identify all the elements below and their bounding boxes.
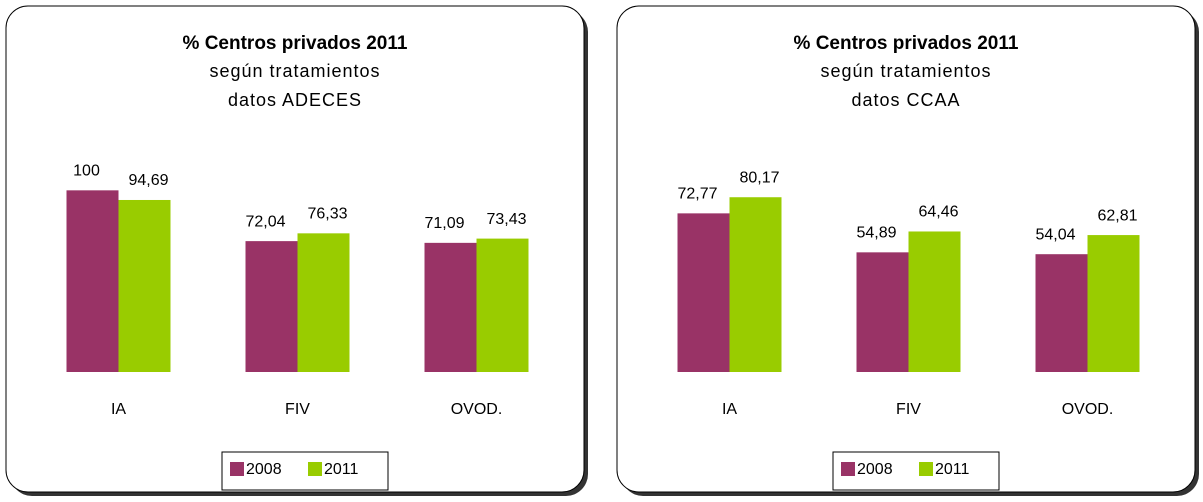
bar — [476, 238, 529, 372]
legend-box — [221, 451, 389, 491]
data-label: 54,89 — [856, 225, 896, 242]
chart-title: % Centros privados 2011 — [183, 33, 408, 54]
legend-swatch — [230, 462, 244, 476]
data-label: 71,09 — [424, 215, 464, 232]
data-label: 94,69 — [128, 172, 168, 189]
x-tick-label: IA — [722, 401, 737, 418]
bar — [118, 199, 171, 372]
chart-subtitle: datos ADECES — [228, 90, 362, 110]
data-label: 72,77 — [677, 186, 717, 203]
bar — [729, 197, 782, 372]
bar — [908, 231, 961, 372]
chart-subtitle: según tratamientos — [209, 61, 380, 81]
bar — [66, 190, 119, 372]
x-tick-label: OVOD. — [1062, 401, 1114, 418]
legend-label: 2008 — [246, 461, 282, 478]
legend-swatch — [308, 462, 322, 476]
legend-swatch — [841, 462, 855, 476]
legend-label: 2008 — [857, 461, 893, 478]
bar — [856, 252, 909, 372]
legend-label: 2011 — [324, 461, 359, 478]
bar — [1087, 235, 1140, 372]
data-label: 64,46 — [918, 204, 958, 221]
legend-label: 2011 — [935, 461, 970, 478]
x-tick-label: FIV — [896, 401, 921, 418]
bar — [424, 242, 477, 372]
bar — [677, 213, 730, 372]
x-tick-label: IA — [111, 401, 126, 418]
data-label: 62,81 — [1097, 207, 1137, 224]
bar — [297, 233, 350, 372]
legend-box — [832, 451, 1000, 491]
chart-subtitle: según tratamientos — [820, 61, 991, 81]
x-tick-label: FIV — [285, 401, 310, 418]
data-label: 73,43 — [486, 211, 526, 228]
data-label: 100 — [73, 163, 100, 180]
bar — [245, 241, 298, 372]
x-tick-label: OVOD. — [451, 401, 503, 418]
chart-title: % Centros privados 2011 — [794, 33, 1019, 54]
bar — [1035, 254, 1088, 372]
legend-swatch — [919, 462, 933, 476]
data-label: 54,04 — [1035, 226, 1075, 243]
data-label: 76,33 — [307, 206, 347, 223]
data-label: 80,17 — [739, 169, 779, 186]
chart-subtitle: datos CCAA — [851, 90, 960, 110]
data-label: 72,04 — [245, 213, 285, 230]
